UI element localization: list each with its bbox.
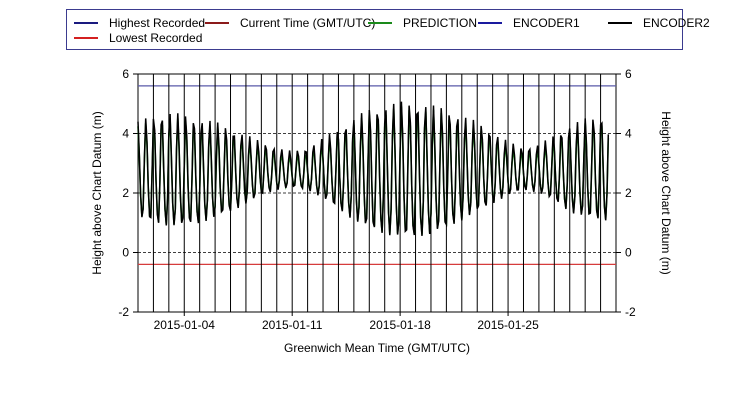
- y-tick-label-right: -2: [625, 305, 636, 319]
- y-tick-label-right: 2: [625, 186, 632, 200]
- legend-swatch: [74, 37, 98, 39]
- y-tick-label-left: 0: [122, 246, 129, 260]
- y-axis-title-right: Height above Chart Datum (m): [659, 111, 673, 274]
- legend-label: PREDICTION: [403, 16, 478, 30]
- y-tick-label-right: 6: [625, 67, 632, 81]
- legend-label: ENCODER2: [643, 16, 710, 30]
- legend-label: Lowest Recorded: [109, 31, 203, 45]
- x-tick-label: 2015-01-18: [369, 318, 431, 332]
- y-tick-label-left: 2: [122, 186, 129, 200]
- legend-swatch: [74, 22, 98, 24]
- x-tick-label: 2015-01-04: [154, 318, 216, 332]
- plot-area: [137, 73, 617, 313]
- y-tick-label-left: 4: [122, 127, 129, 141]
- legend-swatch: [368, 22, 392, 24]
- legend-label: Highest Recorded: [109, 16, 206, 30]
- legend-swatch: [205, 22, 229, 24]
- y-tick-label-left: -2: [118, 305, 129, 319]
- x-tick-label: 2015-01-11: [262, 318, 323, 332]
- encoder2-series-line: [137, 101, 610, 236]
- legend-swatch: [608, 22, 632, 24]
- y-tick-label-right: 0: [625, 246, 632, 260]
- x-tick-label: 2015-01-25: [477, 318, 539, 332]
- x-axis-title: Greenwich Mean Time (GMT/UTC): [284, 341, 470, 355]
- y-tick-label-right: 4: [625, 127, 632, 141]
- legend-label: Current Time (GMT/UTC): [240, 16, 376, 30]
- legend-label: ENCODER1: [513, 16, 580, 30]
- y-axis-title-left: Height above Chart Datum (m): [90, 111, 104, 274]
- chart-legend: Highest Recorded Current Time (GMT/UTC) PR…: [66, 9, 710, 50]
- legend-swatch: [478, 22, 502, 24]
- y-tick-label-left: 6: [122, 67, 129, 81]
